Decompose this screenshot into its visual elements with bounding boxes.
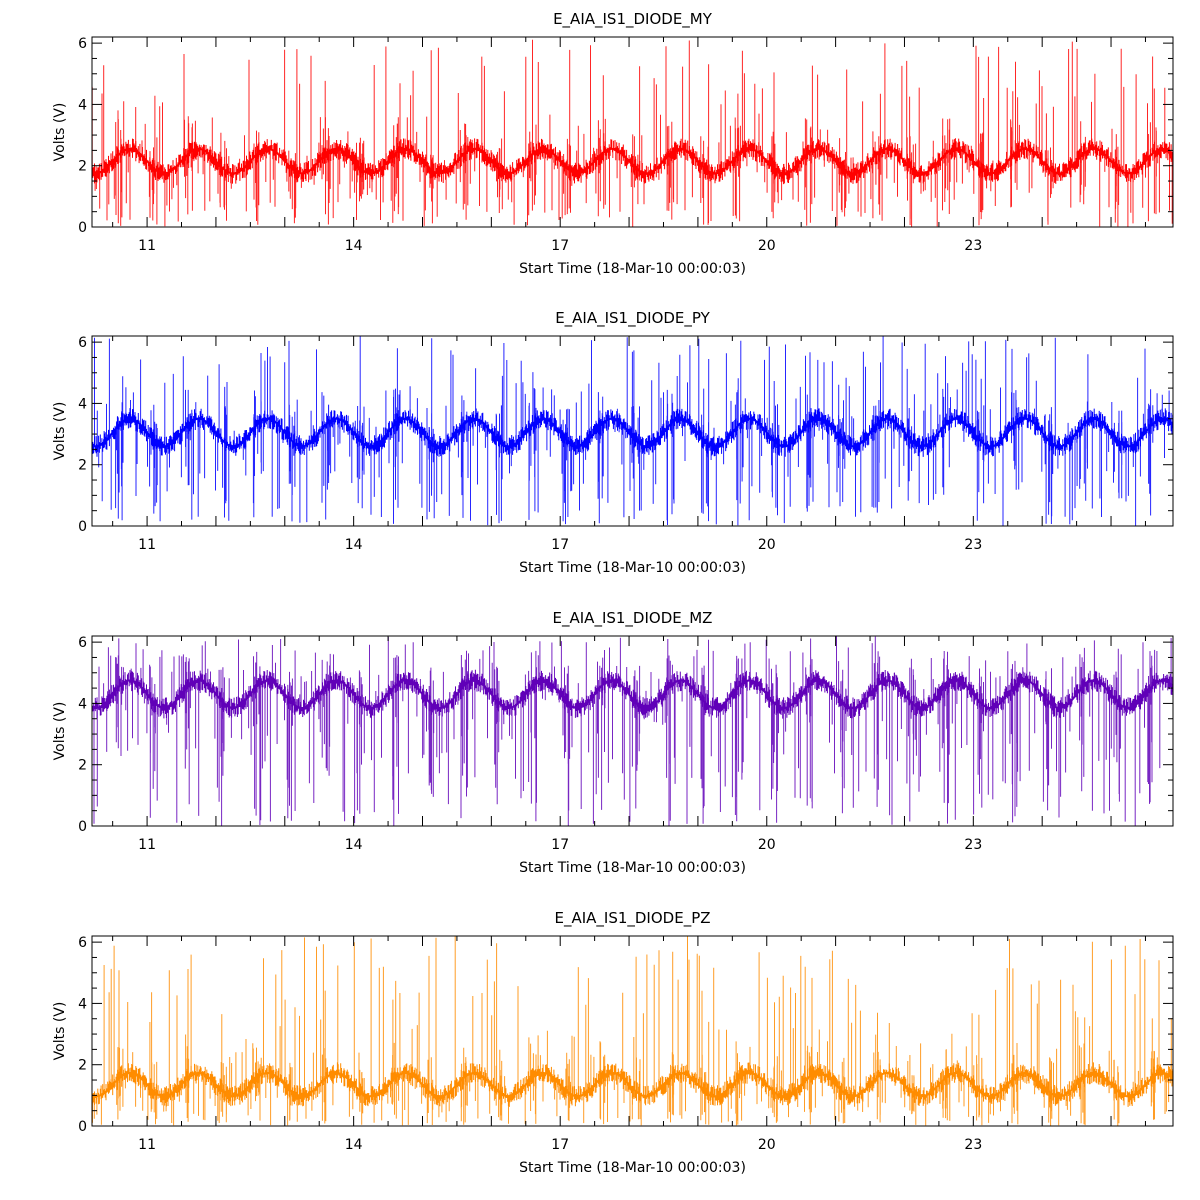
axes-frame xyxy=(91,935,1174,1127)
x-tick-label: 23 xyxy=(964,837,982,853)
x-tick-label: 11 xyxy=(138,1137,156,1153)
y-tick-label: 0 xyxy=(78,819,87,835)
y-tick-label: 2 xyxy=(78,458,87,474)
panel-0: E_AIA_IS1_DIODE_MY 11 14 17 20 23 0 2 4 6 Start Ti… xyxy=(52,10,1174,277)
series-1 xyxy=(92,336,1173,526)
y-tick-label: 2 xyxy=(78,758,87,774)
y-axis-label: Volts (V) xyxy=(52,402,68,461)
x-tick-label: 14 xyxy=(345,1137,363,1153)
x-tick-label: 17 xyxy=(551,238,569,254)
spike-noise xyxy=(94,336,1170,526)
series-3 xyxy=(92,936,1173,1126)
y-tick-label: 0 xyxy=(78,220,87,236)
y-tick-label: 6 xyxy=(78,36,87,52)
x-axis-label: Start Time (18-Mar-10 00:00:03) xyxy=(519,261,746,277)
x-tick-label: 20 xyxy=(758,1137,776,1153)
chart-title: E_AIA_IS1_DIODE_PY xyxy=(555,309,710,328)
axes-frame xyxy=(91,635,1174,827)
x-tick-label: 20 xyxy=(758,537,776,553)
y-tick-label: 6 xyxy=(78,335,87,351)
x-tick-label: 14 xyxy=(345,837,363,853)
y-tick-label: 6 xyxy=(78,635,87,651)
series-0 xyxy=(92,39,1173,227)
x-axis-label: Start Time (18-Mar-10 00:00:03) xyxy=(519,1160,746,1176)
axes-frame xyxy=(91,36,1174,228)
series-line xyxy=(92,1072,1173,1098)
y-tick-label: 0 xyxy=(78,519,87,535)
x-tick-label: 20 xyxy=(758,837,776,853)
chart-title: E_AIA_IS1_DIODE_PZ xyxy=(554,909,710,928)
spike-noise xyxy=(92,39,1173,227)
x-tick-label: 17 xyxy=(551,537,569,553)
x-tick-label: 11 xyxy=(138,238,156,254)
x-tick-label: 20 xyxy=(758,238,776,254)
panel-3: E_AIA_IS1_DIODE_PZ 11 14 17 20 23 0 2 4 6 Start Ti… xyxy=(52,909,1174,1176)
x-tick-label: 14 xyxy=(345,238,363,254)
series-line xyxy=(92,679,1173,709)
x-tick-label: 11 xyxy=(138,837,156,853)
y-tick-label: 4 xyxy=(78,696,87,712)
chart-title: E_AIA_IS1_DIODE_MZ xyxy=(553,609,713,628)
x-axis-label: Start Time (18-Mar-10 00:00:03) xyxy=(519,560,746,576)
y-tick-label: 4 xyxy=(78,97,87,113)
y-tick-label: 6 xyxy=(78,935,87,951)
y-tick-label: 2 xyxy=(78,159,87,175)
series-2 xyxy=(92,636,1173,826)
x-axis-label: Start Time (18-Mar-10 00:00:03) xyxy=(519,860,746,876)
x-tick-label: 23 xyxy=(964,238,982,254)
y-tick-label: 0 xyxy=(78,1119,87,1135)
panel-2: E_AIA_IS1_DIODE_MZ 11 14 17 20 23 0 2 4 6 Start Ti… xyxy=(52,609,1174,876)
chart-title: E_AIA_IS1_DIODE_MY xyxy=(553,10,713,29)
x-tick-label: 23 xyxy=(964,1137,982,1153)
series-line xyxy=(92,417,1173,448)
y-axis-label: Volts (V) xyxy=(52,1002,68,1061)
x-tick-label: 23 xyxy=(964,537,982,553)
x-tick-label: 17 xyxy=(551,1137,569,1153)
spike-noise xyxy=(92,636,1172,826)
y-axis-label: Volts (V) xyxy=(52,103,68,162)
panel-1: E_AIA_IS1_DIODE_PY 11 14 17 20 23 0 2 4 6 Start Ti… xyxy=(52,309,1174,576)
series-line xyxy=(92,147,1173,175)
y-axis-label: Volts (V) xyxy=(52,702,68,761)
x-tick-label: 14 xyxy=(345,537,363,553)
y-tick-label: 4 xyxy=(78,996,87,1012)
axes-frame xyxy=(91,335,1174,527)
y-tick-label: 2 xyxy=(78,1058,87,1074)
x-tick-label: 11 xyxy=(138,537,156,553)
y-tick-label: 4 xyxy=(78,396,87,412)
x-tick-label: 17 xyxy=(551,837,569,853)
